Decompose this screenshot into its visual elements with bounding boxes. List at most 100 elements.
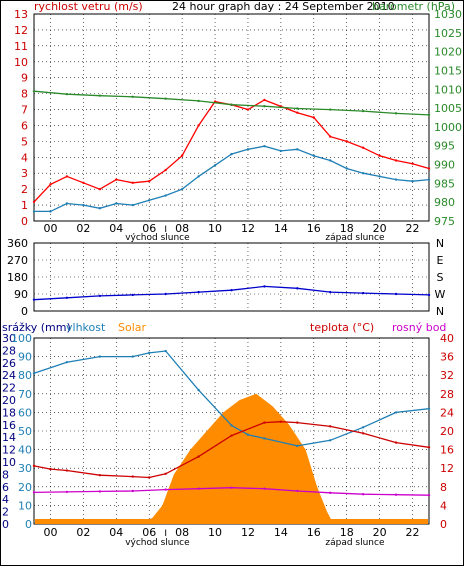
direction-y-tick-label-360: 360 bbox=[7, 237, 28, 250]
climate-x-tick-label-04: 04 bbox=[109, 526, 123, 539]
srazky-y-tick-label-8: 8 bbox=[2, 468, 9, 481]
teplota-y-tick-label-36: 36 bbox=[440, 351, 454, 364]
vlhkost-y-tick-label-20: 20 bbox=[18, 481, 32, 494]
climate-x-end-marker: I bbox=[164, 529, 167, 539]
teplota-y-tick-label-16: 16 bbox=[440, 444, 454, 457]
direction-compass-label-0: N bbox=[436, 305, 444, 318]
teplota-y-tick-label-12: 12 bbox=[440, 462, 454, 475]
climate-series-2-point-10 bbox=[361, 493, 365, 496]
wind-series-0-point-24 bbox=[427, 167, 431, 170]
wind-series-0-point-17 bbox=[312, 116, 315, 119]
climate-series-1-point-10 bbox=[279, 420, 283, 423]
srazky-y-tick-label-6: 6 bbox=[2, 481, 9, 494]
climate-x-tick-label-14: 14 bbox=[274, 526, 288, 539]
direction-compass-label-3: E bbox=[437, 254, 444, 267]
wind-sunset-label: západ slunce bbox=[325, 233, 385, 243]
climate-series-0-point-4 bbox=[148, 351, 151, 355]
teplota-y-tick-label-0: 0 bbox=[440, 518, 447, 531]
climate-series-1-point-9 bbox=[263, 421, 266, 424]
wind-series-2-point-10 bbox=[361, 109, 365, 113]
wind-series-0-point-1 bbox=[49, 183, 52, 186]
teplota-label: teplota (°C) bbox=[310, 321, 374, 334]
climate-series-1-point-6 bbox=[164, 472, 167, 475]
srazky-label: srážky (mm) bbox=[2, 321, 71, 334]
wind-series-0-point-18 bbox=[329, 135, 332, 138]
climate-series-2-point-11 bbox=[394, 493, 398, 496]
wind-series-0-point-10 bbox=[197, 124, 200, 127]
rosny-bod-label: rosný bod bbox=[392, 321, 446, 334]
wind-series-2-point-8 bbox=[296, 107, 299, 110]
climate-series-1-point-12 bbox=[329, 425, 332, 428]
baro-y-tick-label-995: 995 bbox=[434, 140, 455, 153]
baro-y-tick-label-1020: 1020 bbox=[434, 46, 462, 59]
climate-x-tick-label-00: 00 bbox=[43, 526, 57, 539]
series-lines-layer bbox=[32, 89, 431, 497]
climate-series-1-point-15 bbox=[427, 446, 431, 449]
wind-x-tick-label-00: 00 bbox=[43, 222, 57, 235]
wind-series-2-point-9 bbox=[329, 108, 332, 111]
climate-series-0-point-10 bbox=[296, 444, 299, 448]
climate-series-1-point-13 bbox=[361, 432, 365, 435]
wind-y-tick-label-2: 2 bbox=[21, 183, 28, 196]
baro-y-tick-label-1000: 1000 bbox=[434, 121, 462, 134]
wind-series-0-point-0 bbox=[32, 200, 36, 204]
wind-x-tick-label-22: 22 bbox=[406, 222, 420, 235]
wind-y-tick-label-12: 12 bbox=[14, 24, 28, 37]
solar-area-layer bbox=[34, 393, 429, 524]
climate-series-0-point-1 bbox=[65, 360, 69, 364]
climate-sunrise-label: východ slunce bbox=[125, 538, 190, 548]
direction-y-tick-label-90: 90 bbox=[14, 288, 28, 301]
baro-y-tick-label-990: 990 bbox=[434, 159, 455, 172]
climate-series-line-1 bbox=[33, 421, 430, 479]
wind-series-0-point-23 bbox=[411, 162, 414, 165]
wind-x-tick-label-10: 10 bbox=[208, 222, 222, 235]
wind-series-0-point-19 bbox=[345, 140, 348, 143]
climate-x-tick-label-20: 20 bbox=[373, 526, 387, 539]
wind-series-0-point-16 bbox=[296, 111, 299, 114]
wind-series-1-point-14 bbox=[263, 144, 266, 148]
wind-series-1-point-15 bbox=[279, 149, 283, 153]
wind-x-tick-label-18: 18 bbox=[340, 222, 354, 235]
tick-labels-layer: 0123456789101112139759809859909951000100… bbox=[2, 8, 462, 548]
srazky-y-tick-label-20: 20 bbox=[2, 394, 16, 407]
srazky-y-tick-label-18: 18 bbox=[2, 406, 16, 419]
direction-point-7 bbox=[263, 285, 266, 288]
wind-series-0-point-9 bbox=[180, 154, 184, 157]
climate-series-1-point-8 bbox=[230, 434, 233, 437]
climate-series-2-point-5 bbox=[197, 487, 200, 490]
wind-series-1-point-19 bbox=[345, 167, 348, 170]
climate-x-tick-label-08: 08 bbox=[175, 526, 189, 539]
srazky-y-tick-label-26: 26 bbox=[2, 357, 16, 370]
teplota-y-tick-label-28: 28 bbox=[440, 388, 454, 401]
srazky-y-tick-label-2: 2 bbox=[2, 506, 9, 519]
climate-series-1-point-7 bbox=[197, 455, 200, 458]
wind-series-0-point-6 bbox=[131, 181, 134, 184]
wind-series-0-point-8 bbox=[164, 168, 167, 172]
direction-point-3 bbox=[131, 293, 134, 297]
wind-series-1-point-20 bbox=[361, 172, 365, 175]
wind-series-2-point-7 bbox=[263, 105, 266, 108]
wind-series-1-point-0 bbox=[32, 210, 36, 213]
climate-x-tick-label-02: 02 bbox=[76, 526, 90, 539]
wind-series-1-point-7 bbox=[148, 199, 151, 202]
wind-plot-frame bbox=[33, 13, 430, 222]
wind-y-tick-label-3: 3 bbox=[21, 167, 28, 180]
vlhkost-y-tick-label-80: 80 bbox=[18, 369, 32, 382]
direction-point-9 bbox=[329, 290, 332, 294]
climate-series-1-point-1 bbox=[49, 467, 52, 471]
wind-sunrise-label: východ slunce bbox=[125, 233, 190, 243]
wind-y-tick-label-13: 13 bbox=[14, 8, 28, 21]
wind-series-0-point-3 bbox=[82, 181, 85, 184]
climate-series-0-point-3 bbox=[131, 355, 134, 358]
barometer-axis-label: barometr (hPa) bbox=[372, 0, 455, 13]
climate-series-0-point-12 bbox=[361, 426, 365, 429]
climate-series-1-point-0 bbox=[32, 464, 36, 468]
baro-y-tick-label-1015: 1015 bbox=[434, 64, 462, 77]
climate-series-1-point-14 bbox=[394, 441, 398, 444]
climate-series-0-point-8 bbox=[246, 433, 250, 436]
climate-series-0-point-13 bbox=[394, 411, 398, 414]
teplota-y-tick-label-4: 4 bbox=[440, 499, 447, 512]
wind-series-2-point-3 bbox=[131, 95, 134, 99]
climate-series-2-point-3 bbox=[131, 489, 134, 493]
srazky-y-tick-label-30: 30 bbox=[2, 332, 16, 345]
